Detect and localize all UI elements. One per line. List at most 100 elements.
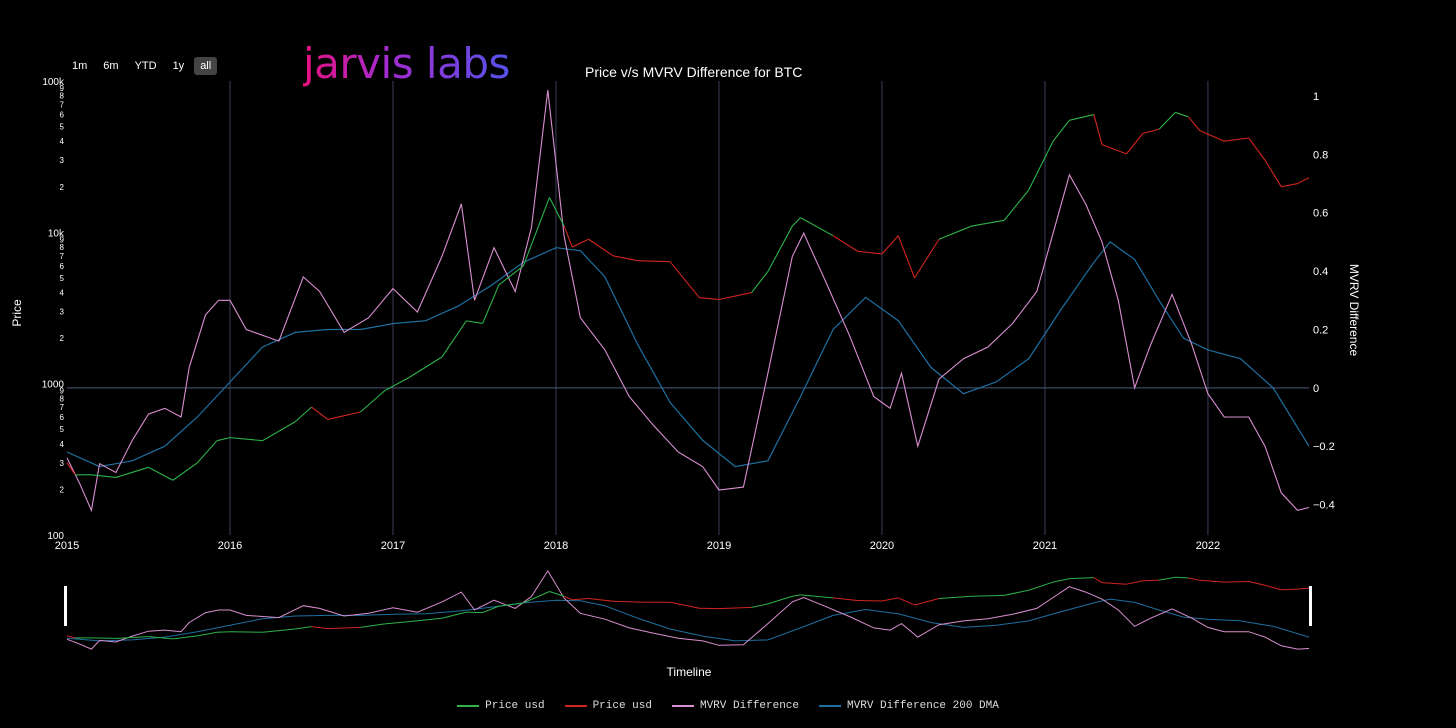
- y-left-minor-tick: 7: [60, 252, 65, 261]
- series-price-segment: [881, 235, 899, 255]
- range-button-1y[interactable]: 1y: [167, 57, 191, 75]
- y-left-minor-tick: 9: [60, 84, 65, 93]
- x-tick-label: 2015: [55, 540, 79, 552]
- nav-series-price-segment: [914, 598, 940, 606]
- nav-series-price-segment: [197, 631, 218, 637]
- nav-series-price-segment: [262, 628, 296, 633]
- series-price-segment: [1264, 159, 1282, 188]
- y-left-minor-tick: 3: [60, 459, 65, 468]
- nav-series-price-segment: [1158, 576, 1176, 581]
- series-price-segment: [294, 406, 312, 423]
- nav-series-price-segment: [216, 631, 231, 633]
- nav-series-price-segment: [441, 611, 467, 619]
- nav-series-price-segment: [718, 606, 752, 610]
- y-left-minor-tick: 6: [60, 111, 65, 120]
- series-price-segment: [1281, 183, 1298, 188]
- y-left-minor-tick: 5: [60, 123, 65, 132]
- legend-label: MVRV Difference 200 DMA: [847, 700, 999, 712]
- series-price-segment: [327, 411, 361, 421]
- y-left-minor-tick: 5: [60, 274, 65, 283]
- x-tick-label: 2019: [707, 540, 731, 552]
- nav-series-price-segment: [1188, 577, 1200, 581]
- range-button-ytd[interactable]: YTD: [129, 57, 163, 75]
- nav-series-price-segment: [1264, 584, 1282, 591]
- y-right-tick: 1: [1313, 91, 1319, 103]
- y-left-minor-tick: 4: [60, 289, 65, 298]
- nav-series-price-segment: [669, 601, 700, 609]
- range-navigator[interactable]: [64, 569, 1312, 650]
- nav-series-price-segment: [938, 595, 972, 599]
- nav-series-price-segment: [833, 597, 858, 601]
- series-price-segment: [1052, 119, 1070, 142]
- right-axis: 1 0.8 0.6 0.4 0.2 0 −0.2 −0.4: [1313, 91, 1335, 512]
- nav-series-price-segment: [1297, 587, 1310, 590]
- series-price-segment: [1224, 137, 1249, 142]
- nav-series-price-segment: [549, 591, 565, 597]
- x-tick-label: 2017: [381, 540, 405, 552]
- y-left-minor-tick: 2: [60, 183, 65, 192]
- nav-handle-right[interactable]: [1309, 586, 1312, 626]
- y-left-major-tick: 100k: [42, 77, 65, 88]
- series-price-segment: [498, 265, 524, 286]
- series-price-segment: [548, 197, 565, 227]
- y-left-minor-tick: 7: [60, 403, 65, 412]
- nav-series-price-segment: [1199, 579, 1225, 583]
- series-price-segment: [1199, 130, 1225, 142]
- series-price-segment: [832, 235, 858, 252]
- nav-series-price-segment: [482, 605, 500, 614]
- series-price-segment: [612, 255, 638, 262]
- series-price-segment: [588, 238, 614, 257]
- logo-wordmark: jarvis labs: [303, 39, 510, 88]
- nav-series-price-segment: [409, 617, 442, 623]
- series-price-segment: [311, 406, 329, 420]
- x-tick-label: 2020: [870, 540, 894, 552]
- nav-series-price-segment: [327, 626, 361, 630]
- range-button-6m[interactable]: 6m: [97, 57, 124, 75]
- y-left-minor-tick: 4: [60, 137, 65, 146]
- legend-item[interactable]: Price usd: [564, 700, 652, 712]
- series-price-segment: [1248, 137, 1266, 161]
- y-right-tick: 0.2: [1313, 324, 1328, 336]
- nav-series-price-segment: [588, 597, 614, 602]
- legend: Price usd Price usd MVRV Difference MVRV Di…: [0, 700, 1456, 712]
- range-button-1m[interactable]: 1m: [66, 57, 93, 75]
- nav-series-price-segment: [1004, 589, 1029, 596]
- nav-series-price-segment: [523, 591, 550, 604]
- nav-series-price-segment: [115, 636, 149, 639]
- legend-swatch: [564, 705, 587, 707]
- series-price-segment: [897, 235, 916, 279]
- series-price-segment: [857, 250, 883, 255]
- legend-swatch: [819, 705, 842, 707]
- y-axis-label-left: Price: [10, 299, 24, 327]
- x-tick-label: 2018: [544, 540, 568, 552]
- legend-item[interactable]: MVRV Difference 200 DMA: [819, 700, 999, 712]
- legend-item[interactable]: MVRV Difference: [671, 700, 799, 712]
- y-left-minor-tick: 8: [60, 243, 65, 252]
- nav-series-price-segment: [1052, 578, 1070, 583]
- legend-label: Price usd: [592, 700, 652, 712]
- nav-series-price-segment: [384, 621, 410, 625]
- series-price-segment: [751, 271, 769, 293]
- nav-series-price-segment: [498, 602, 524, 607]
- series-price-segment: [938, 225, 972, 240]
- nav-series-price-segment: [971, 594, 1005, 597]
- series-price-segment: [91, 474, 116, 479]
- legend-item[interactable]: Price usd: [457, 700, 545, 712]
- range-button-all[interactable]: all: [194, 57, 218, 75]
- y-left-minor-tick: 2: [60, 485, 65, 494]
- series-price-segment: [1187, 116, 1201, 131]
- x-axis: 2015 2016 2017 2018 2019 2020 2021 2022: [55, 540, 1220, 552]
- series-price-segment: [1028, 140, 1054, 191]
- nav-series-price-segment: [311, 626, 328, 630]
- x-axis-label: Timeline: [666, 665, 712, 679]
- series-price-segment: [1069, 114, 1094, 121]
- nav-series-price-segment: [751, 603, 768, 608]
- y-left-major-tick: 1000: [42, 380, 65, 391]
- series-price-segment: [1175, 111, 1189, 118]
- nav-series-price-segment: [767, 595, 793, 605]
- x-tick-label: 2022: [1196, 540, 1220, 552]
- nav-series-price-segment: [229, 631, 263, 633]
- nav-handle-left[interactable]: [64, 586, 67, 626]
- series-price-segment: [914, 238, 940, 279]
- series-price-segment: [1158, 112, 1176, 130]
